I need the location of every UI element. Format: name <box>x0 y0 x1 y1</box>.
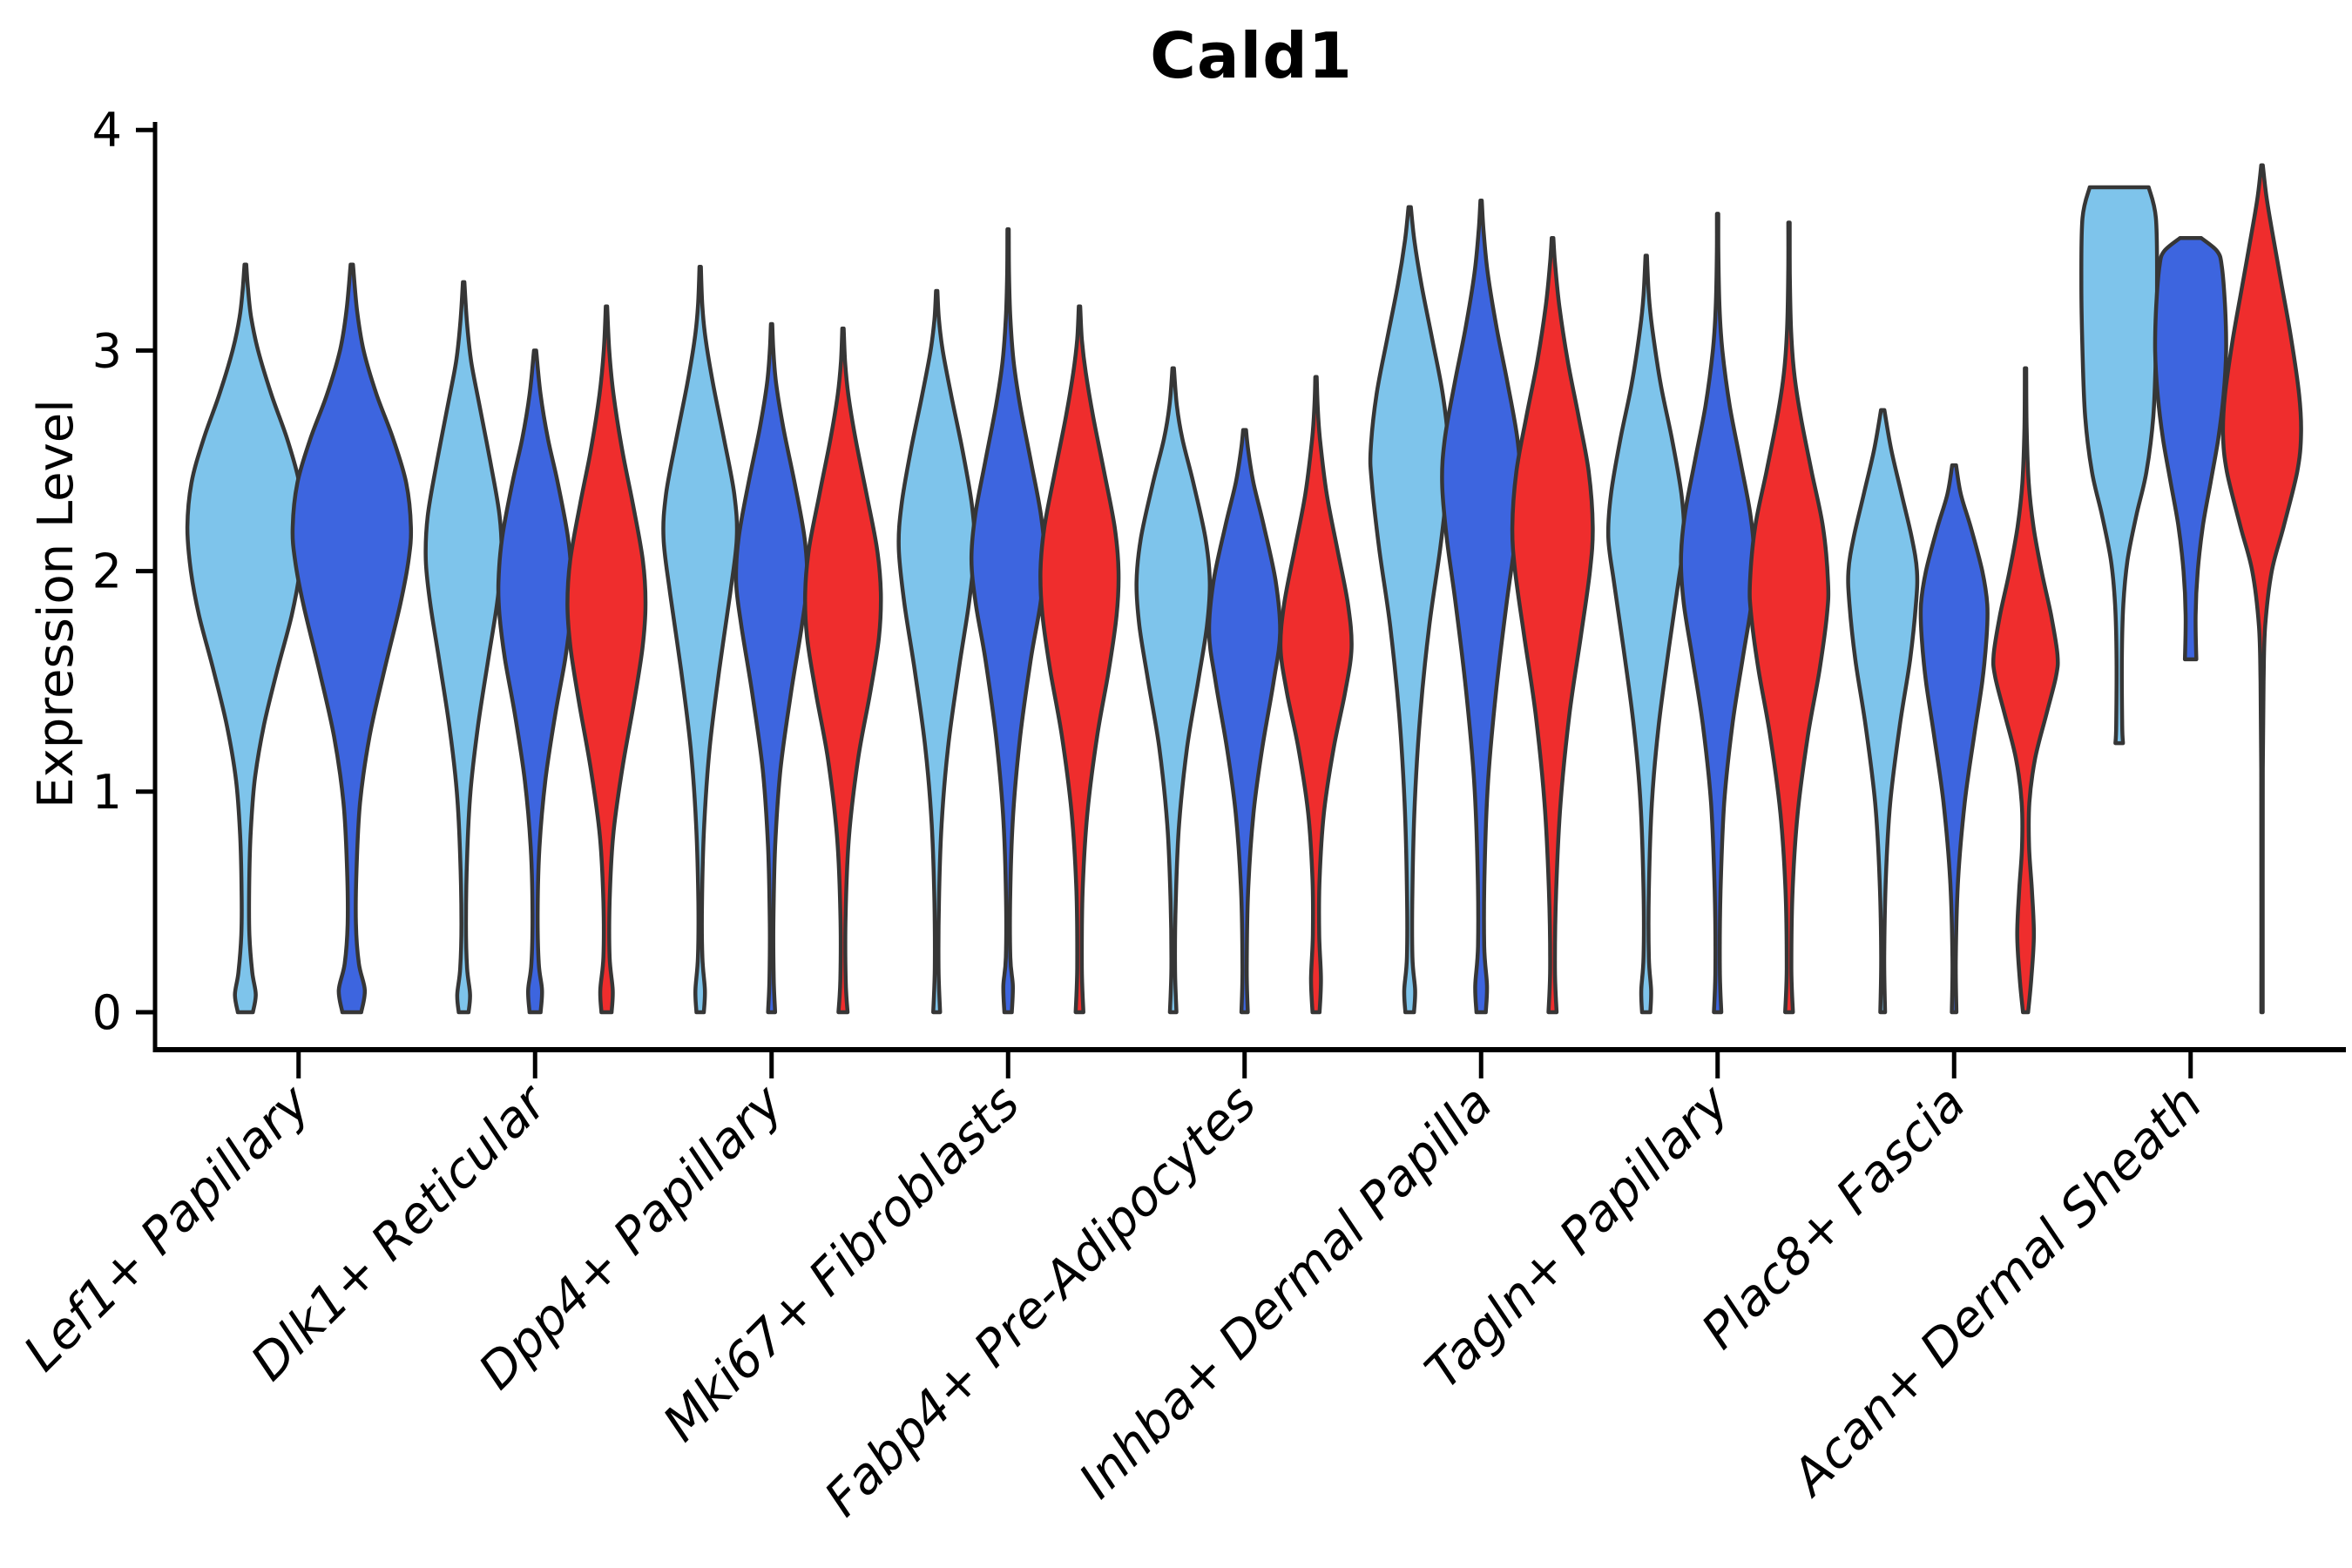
violin-lef1-papillary-light_blue <box>185 262 306 1015</box>
violin-fabp4-pre-adipocytes-blue <box>1206 428 1282 1015</box>
violin-mki67-fibroblasts-light_blue <box>896 288 977 1015</box>
y-tick-label-1: 1 <box>92 765 122 820</box>
y-tick-label-3: 3 <box>92 323 122 378</box>
violin-mki67-fibroblasts-blue <box>969 226 1047 1015</box>
chart-title: Cald1 <box>1150 19 1353 92</box>
violin-acan-dermal-sheath-blue <box>2153 236 2228 662</box>
violin-inhba-dermal-papilla-blue <box>1440 198 1523 1015</box>
violin-tagln-papillary-red <box>1747 220 1831 1015</box>
y-tick-label-2: 2 <box>92 544 122 599</box>
violin-dpp4-papillary-blue <box>733 321 809 1015</box>
violin-dlk1-reticular-light_blue <box>423 280 504 1015</box>
y-axis-title: Expression Level <box>28 399 84 808</box>
violin-acan-dermal-sheath-red <box>2220 163 2303 1015</box>
violin-plac8-fascia-red <box>1990 366 2060 1015</box>
violin-acan-dermal-sheath-light_blue <box>2079 185 2159 746</box>
violin-plac8-fascia-blue <box>1918 463 1990 1015</box>
x-tick-label-inhba-dermal-papilla: Inhba+ Dermal Papilla <box>1068 1074 1504 1510</box>
violin-fabp4-pre-adipocytes-red <box>1278 375 1354 1015</box>
violin-lef1-papillary-blue <box>290 262 414 1015</box>
y-tick-label-4: 4 <box>92 103 122 158</box>
violin-dlk1-reticular-red <box>565 304 648 1015</box>
violin-tagln-papillary-blue <box>1679 212 1757 1015</box>
violin-fabp4-pre-adipocytes-light_blue <box>1134 366 1213 1015</box>
violin-dlk1-reticular-blue <box>496 348 574 1015</box>
violin-dpp4-papillary-light_blue <box>661 264 740 1015</box>
x-tick-label-fabp4-pre-adipocytes: Fabp4+ Pre-Adipocytes <box>814 1074 1267 1527</box>
violin-mki67-fibroblasts-red <box>1038 304 1121 1015</box>
violin-tagln-papillary-light_blue <box>1605 253 1686 1015</box>
violin-dpp4-papillary-red <box>802 326 883 1015</box>
violin-inhba-dermal-papilla-light_blue <box>1368 205 1451 1015</box>
violin-plac8-fascia-light_blue <box>1846 408 1920 1015</box>
violin-inhba-dermal-papilla-red <box>1510 236 1595 1015</box>
y-tick-label-0: 0 <box>92 985 122 1040</box>
x-tick-label-acan-dermal-sheath: Acan+ Dermal Sheath <box>1779 1074 2213 1508</box>
